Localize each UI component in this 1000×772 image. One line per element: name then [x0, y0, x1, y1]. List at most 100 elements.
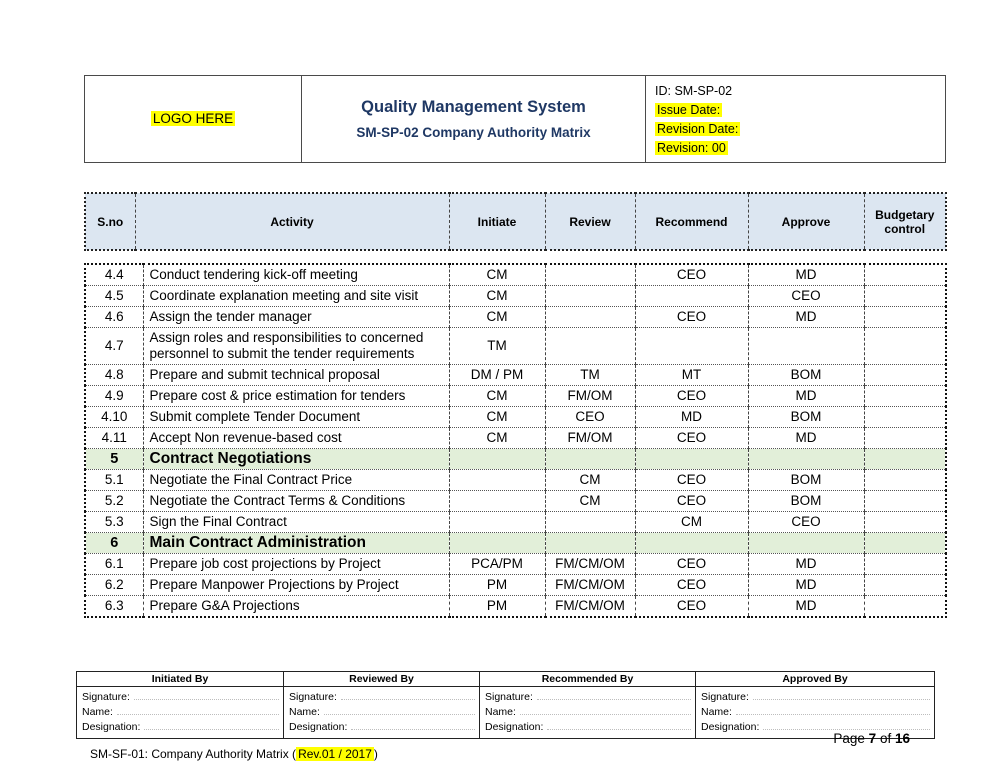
sno-cell: 6: [84, 532, 144, 554]
page-word: Page: [833, 731, 865, 746]
review-cell: [544, 327, 636, 365]
signoff-field-label: Designation:: [701, 722, 934, 733]
column-header-activity: Activity: [134, 193, 450, 250]
table-row: 6.2 Prepare Manpower Projections by Proje…: [84, 574, 947, 596]
signoff-fill-line: [323, 714, 475, 715]
budgetary-cell: [863, 263, 947, 286]
initiate-cell: [448, 511, 546, 533]
signoff-column-title: Recommended By: [479, 671, 696, 687]
budgetary-cell: [863, 427, 947, 449]
document-title: Quality Management System: [361, 98, 586, 116]
signoff-cell: Signature: Name: Designation:: [479, 686, 696, 739]
review-cell: [544, 532, 636, 554]
approve-cell: [747, 327, 865, 365]
table-row: 4.8 Prepare and submit technical proposal…: [84, 364, 947, 386]
table-row: 4.9 Prepare cost & price estimation for t…: [84, 385, 947, 407]
review-cell: TM: [544, 364, 636, 386]
activity-cell: Coordinate explanation meeting and site …: [142, 285, 450, 307]
table-row: 6.1 Prepare job cost projections by Proje…: [84, 553, 947, 575]
activity-cell: Prepare Manpower Projections by Project: [142, 574, 450, 596]
budgetary-cell: [863, 490, 947, 512]
page-number: 7: [868, 731, 877, 746]
signoff-fill-line: [340, 699, 475, 700]
budgetary-cell: [863, 448, 947, 470]
signoff-fill-line: [547, 729, 691, 730]
initiate-cell: [448, 532, 546, 554]
signoff-fill-line: [144, 729, 279, 730]
signoff-body-row: Signature: Name: Designation: Signature: Nam…: [76, 686, 935, 739]
signoff-fill-line: [116, 714, 279, 715]
initiate-cell: [448, 448, 546, 470]
review-cell: CEO: [544, 406, 636, 428]
signoff-fill-line: [519, 714, 691, 715]
sno-cell: 4.7: [84, 327, 144, 365]
initiate-cell: CM: [448, 263, 546, 286]
activity-cell: Sign the Final Contract: [142, 511, 450, 533]
review-cell: FM/OM: [544, 385, 636, 407]
review-cell: [544, 306, 636, 328]
signoff-cell: Signature: Name: Designation:: [283, 686, 480, 739]
approve-cell: MD: [747, 427, 865, 449]
table-row: 4.5 Coordinate explanation meeting and si…: [84, 285, 947, 307]
initiate-cell: CM: [448, 427, 546, 449]
column-header-sno: S.no: [84, 193, 136, 250]
sno-cell: 5: [84, 448, 144, 470]
recommend-cell: CEO: [634, 306, 749, 328]
logo-cell: LOGO HERE: [84, 75, 302, 163]
signoff-fill-line: [735, 714, 930, 715]
signoff-field-label: Designation:: [82, 722, 283, 733]
initiate-cell: PM: [448, 574, 546, 596]
signoff-field-label: Name:: [701, 707, 934, 718]
review-cell: CM: [544, 490, 636, 512]
sno-cell: 6.1: [84, 553, 144, 575]
table-row: 5.2 Negotiate the Contract Terms & Condit…: [84, 490, 947, 512]
sno-cell: 5.2: [84, 490, 144, 512]
initiate-cell: CM: [448, 406, 546, 428]
page-total: 16: [894, 731, 910, 746]
approve-cell: BOM: [747, 469, 865, 491]
approve-cell: MD: [747, 595, 865, 618]
document-info-cell: ID: SM-SP-02 Issue Date: Revision Date: …: [645, 75, 946, 163]
review-cell: CM: [544, 469, 636, 491]
sno-cell: 4.6: [84, 306, 144, 328]
column-header-budgetary-control: Budgetary control: [863, 193, 947, 250]
signoff-fill-line: [133, 699, 279, 700]
signoff-fill-line: [536, 699, 691, 700]
activity-cell: Assign roles and responsibilities to con…: [142, 327, 450, 365]
sno-cell: 6.3: [84, 595, 144, 618]
recommend-cell: MD: [634, 406, 749, 428]
document-header-table: LOGO HERE Quality Management System SM-S…: [84, 75, 946, 163]
signoff-cell: Signature: Name: Designation:: [76, 686, 284, 739]
column-header-approve: Approve: [747, 193, 865, 250]
activity-cell: Assign the tender manager: [142, 306, 450, 328]
doc-ref-prefix: SM-SF-01: Company Authority Matrix (: [90, 747, 297, 761]
review-cell: [544, 511, 636, 533]
signoff-field-label: Name:: [485, 707, 695, 718]
initiate-cell: [448, 469, 546, 491]
budgetary-cell: [863, 532, 947, 554]
signoff-column-title: Approved By: [695, 671, 935, 687]
initiate-cell: CM: [448, 306, 546, 328]
recommend-cell: CEO: [634, 553, 749, 575]
signoff-cell: Signature: Name: Designation:: [695, 686, 935, 739]
of-word: of: [879, 731, 892, 746]
sno-cell: 4.10: [84, 406, 144, 428]
table-row: 4.7 Assign roles and responsibilities to …: [84, 327, 947, 365]
recommend-cell: CEO: [634, 263, 749, 286]
revision-label: Revision: 00: [655, 140, 728, 155]
sno-cell: 6.2: [84, 574, 144, 596]
review-cell: [544, 263, 636, 286]
initiate-cell: DM / PM: [448, 364, 546, 386]
budgetary-cell: [863, 469, 947, 491]
signoff-fill-line: [351, 729, 475, 730]
initiate-cell: CM: [448, 285, 546, 307]
document-reference-line: SM-SF-01: Company Authority Matrix (Rev.…: [90, 747, 378, 761]
approve-cell: BOM: [747, 406, 865, 428]
signoff-field-label: Designation:: [485, 722, 695, 733]
matrix-rows: 4.4 Conduct tendering kick-off meeting CM C…: [84, 263, 947, 618]
signoff-column-title: Reviewed By: [283, 671, 480, 687]
initiate-cell: TM: [448, 327, 546, 365]
approve-cell: MD: [747, 385, 865, 407]
table-row: 5.1 Negotiate the Final Contract Price CM C…: [84, 469, 947, 491]
budgetary-cell: [863, 385, 947, 407]
